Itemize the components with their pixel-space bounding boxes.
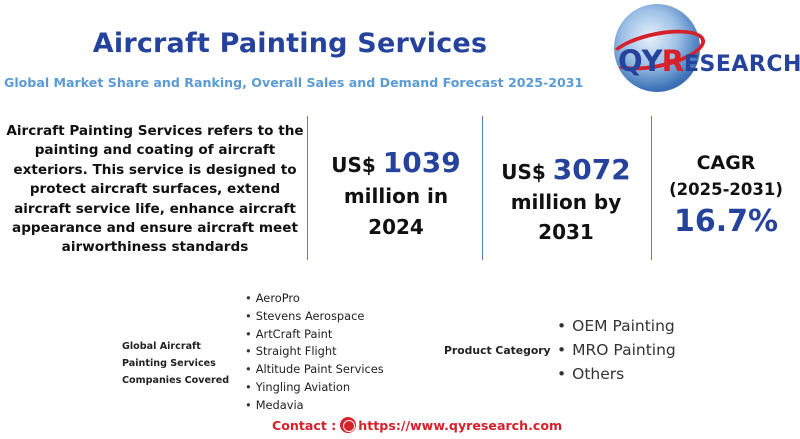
companies-list: AeroPro Stevens Aerospace ArtCraft Paint…: [245, 290, 384, 415]
list-item: OEM Painting: [557, 314, 676, 338]
list-item: Medavia: [245, 397, 384, 415]
list-item: MRO Painting: [557, 338, 676, 362]
list-item: ArtCraft Paint: [245, 326, 384, 344]
divider-3: [651, 116, 652, 260]
product-category-label: Product Category: [444, 344, 551, 357]
stat-market-2024-value: 1039: [382, 146, 461, 179]
logo-text-qy: QY: [618, 44, 663, 78]
logo-text: QYRESEARCH: [618, 44, 800, 78]
stat-market-2024: US$ 1039 million in 2024: [312, 147, 480, 243]
stat-market-2024-line2: million in: [343, 184, 449, 208]
stat-cagr: CAGR (2025-2031) 16.7%: [652, 150, 800, 240]
stat-cagr-label: CAGR: [696, 152, 756, 174]
stat-cagr-period: (2025-2031): [669, 180, 783, 199]
page-subtitle: Global Market Share and Ranking, Overall…: [4, 75, 584, 90]
contact-url-link[interactable]: https://www.qyresearch.com: [358, 417, 563, 433]
stat-prefix: US$: [331, 153, 383, 177]
list-item: Yingling Aviation: [245, 379, 384, 397]
stat-market-2031-line1: US$ 3072: [486, 155, 646, 187]
stat-market-2024-line3: 2024: [368, 215, 424, 239]
contact-line: Contact : https://www.qyresearch.com: [272, 417, 562, 433]
logo-text-r: R: [661, 44, 684, 78]
list-item: AeroPro: [245, 290, 384, 308]
stat-prefix: US$: [501, 160, 553, 184]
globe-icon: [340, 417, 357, 433]
stat-cagr-value: 16.7%: [673, 204, 779, 239]
logo-globe-icon: [614, 4, 700, 92]
stat-market-2031-value: 3072: [552, 153, 631, 186]
stat-market-2031-line2: million by: [510, 190, 622, 214]
contact-label: Contact :: [272, 417, 337, 433]
stat-market-2031: US$ 3072 million by 2031: [486, 155, 646, 247]
companies-label: Global Aircraft Painting Services Compan…: [122, 341, 230, 386]
stat-market-2031-line3: 2031: [538, 220, 594, 244]
stat-market-2024-line1: US$ 1039: [312, 147, 480, 181]
service-description: Aircraft Painting Services refers to the…: [6, 123, 304, 256]
logo-text-rest: ESEARCH: [684, 52, 800, 77]
product-list: OEM Painting MRO Painting Others: [557, 314, 676, 386]
divider-2: [482, 116, 483, 260]
divider-1: [307, 116, 308, 260]
list-item: Altitude Paint Services: [245, 361, 384, 379]
list-item: Straight Flight: [245, 343, 384, 361]
page-title: Aircraft Painting Services: [92, 28, 488, 59]
list-item: Stevens Aerospace: [245, 308, 384, 326]
list-item: Others: [557, 362, 676, 386]
qyresearch-logo: QYRESEARCH: [605, 4, 800, 96]
